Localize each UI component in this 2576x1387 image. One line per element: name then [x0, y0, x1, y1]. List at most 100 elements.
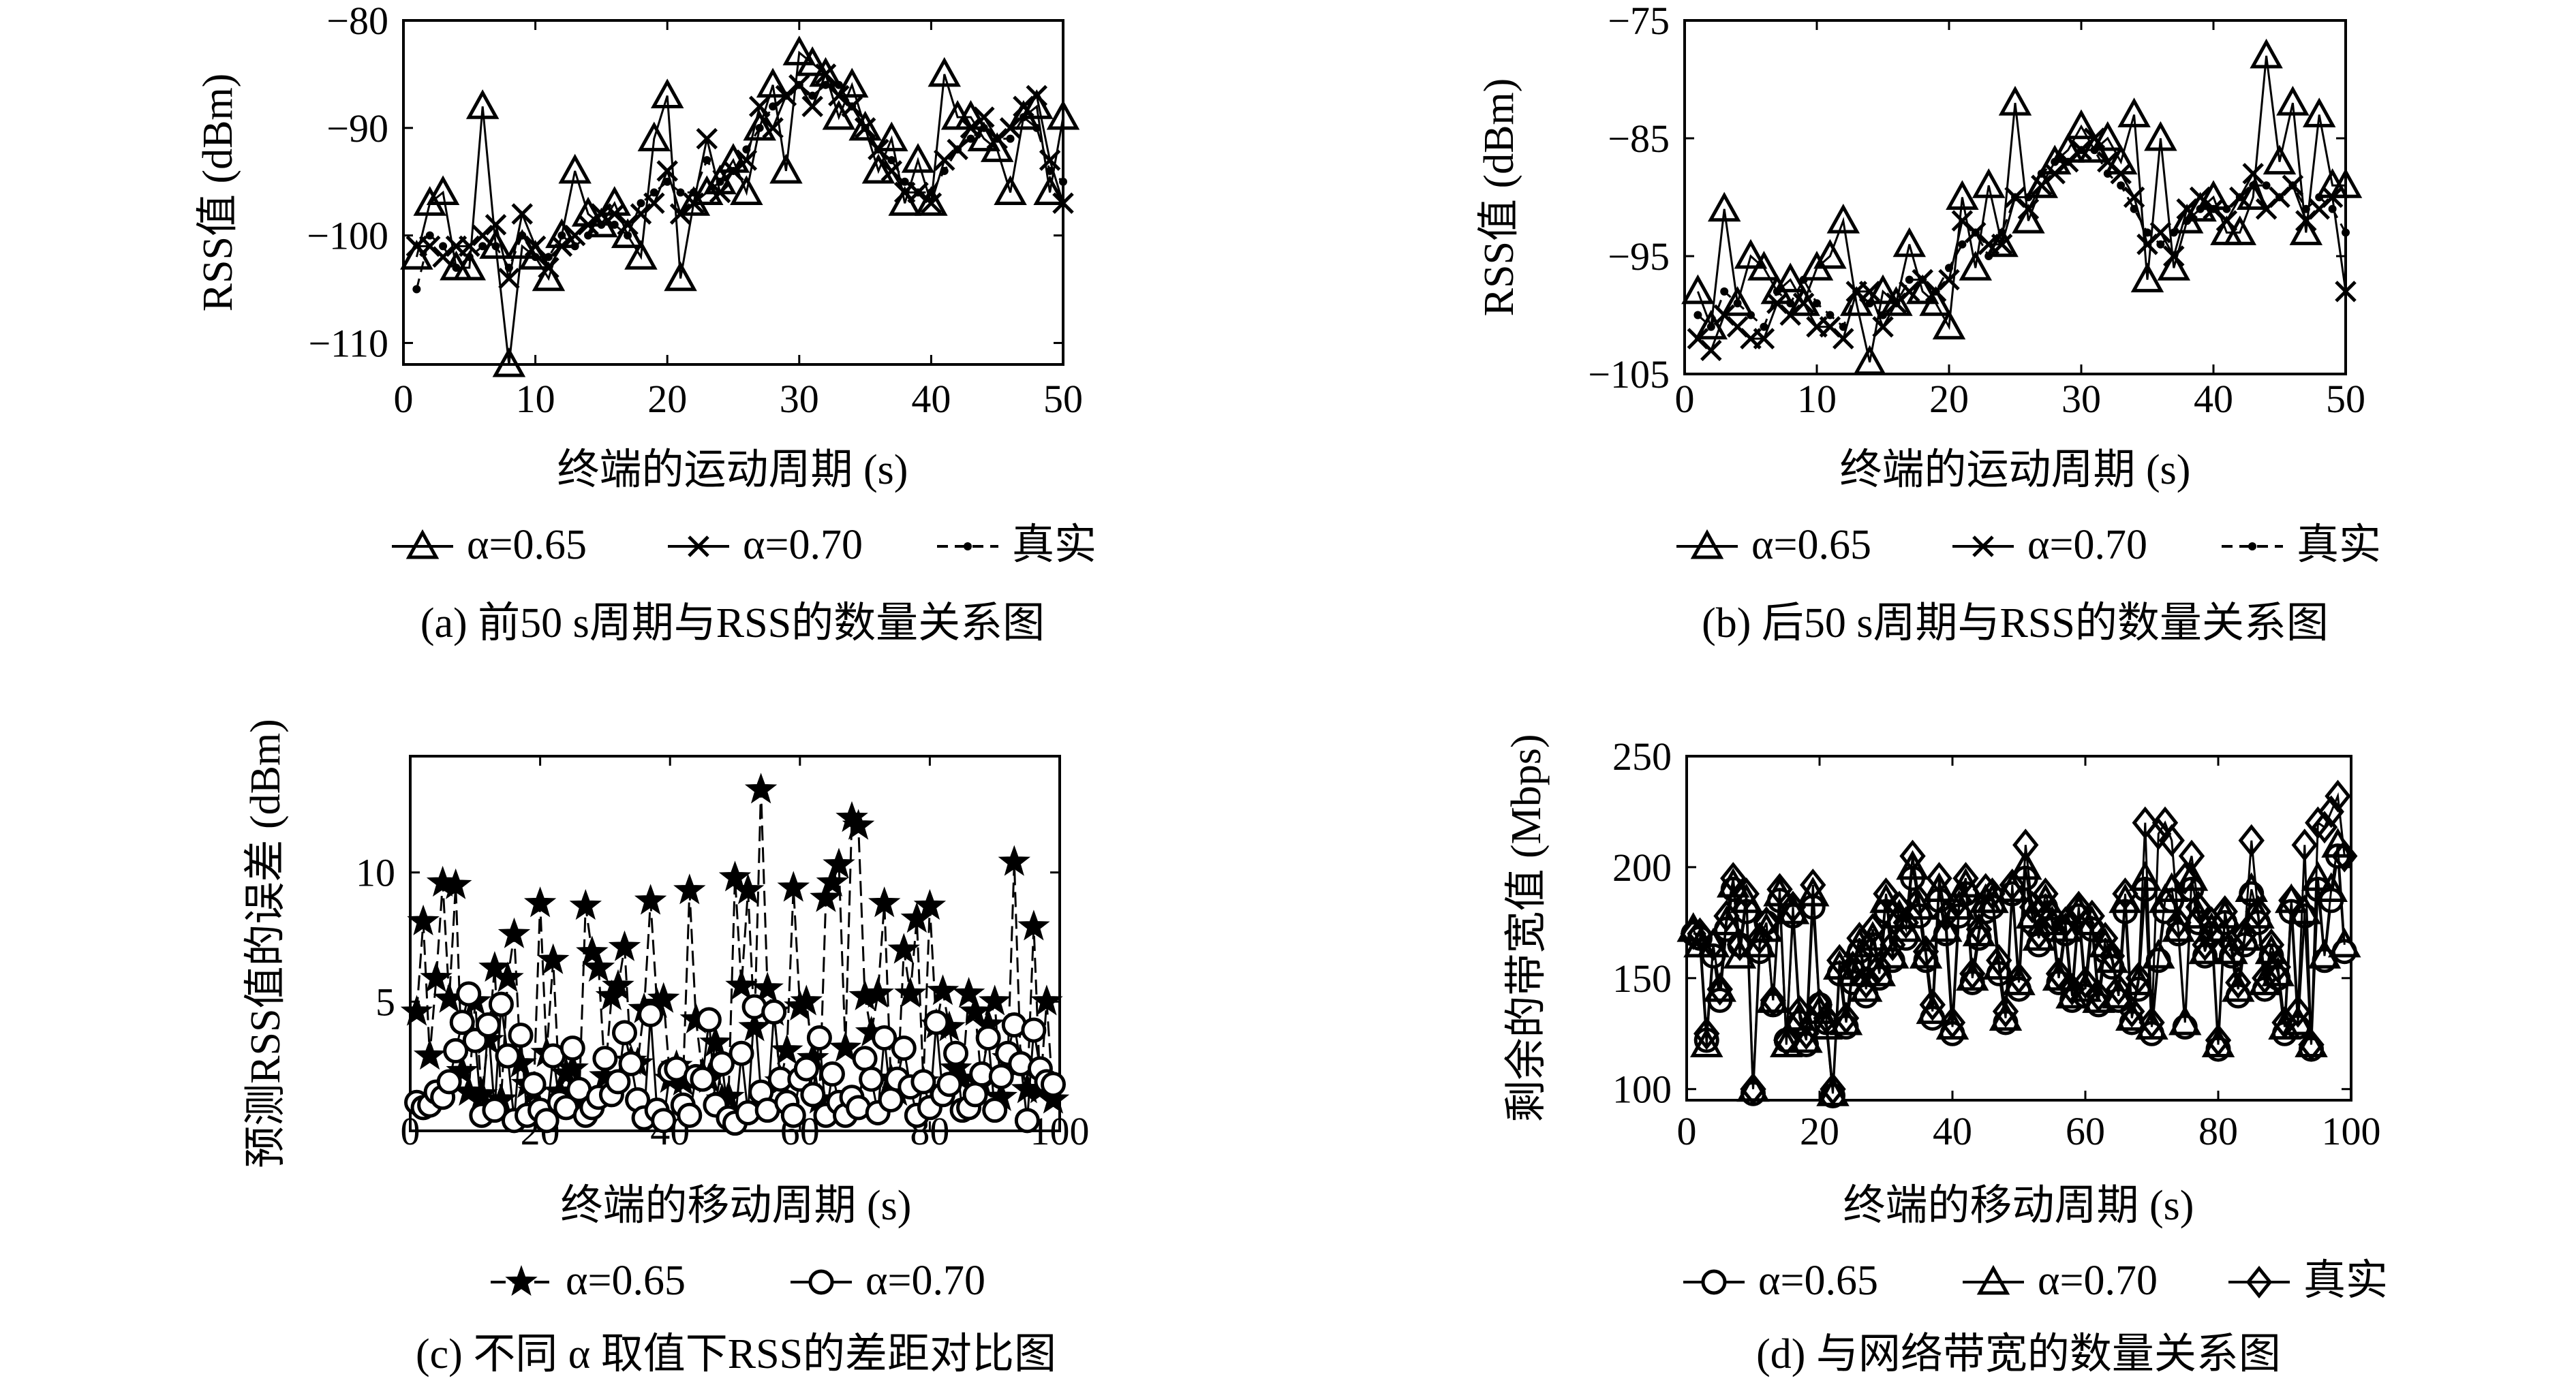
data-point — [459, 235, 480, 258]
data-point — [1998, 85, 2032, 116]
data-point — [790, 984, 823, 1016]
legend-label: α=0.65 — [1758, 1258, 1878, 1304]
data-point — [834, 80, 843, 89]
data-point — [2052, 906, 2079, 939]
legend-marker — [1972, 535, 1994, 557]
data-point — [1733, 299, 1742, 308]
data-point — [2276, 85, 2310, 116]
y-tick-label: 200 — [1612, 845, 1672, 890]
data-point — [2169, 228, 2178, 237]
data-point — [814, 63, 837, 85]
data-point — [2209, 204, 2218, 213]
data-point — [630, 203, 652, 225]
data-point — [603, 203, 626, 225]
data-point — [875, 121, 908, 152]
data-point — [718, 860, 752, 892]
data-point — [570, 242, 579, 251]
data-point — [531, 253, 540, 262]
x-tick-label: 0 — [394, 377, 414, 421]
data-point — [676, 188, 685, 197]
data-point — [2059, 973, 2085, 1006]
data-point — [1713, 899, 1740, 933]
data-point — [2158, 824, 2185, 857]
data-point — [900, 177, 909, 186]
y-tick-label: 5 — [375, 980, 395, 1024]
data-point — [1918, 275, 1927, 284]
y-tick-label: −90 — [326, 106, 388, 151]
data-point — [1687, 917, 1713, 950]
data-point — [1938, 268, 1960, 291]
data-point — [2006, 961, 2032, 995]
data-point — [407, 904, 440, 935]
data-point — [872, 1025, 898, 1050]
data-point — [1045, 166, 1054, 175]
data-point — [1853, 966, 1880, 999]
x-axis-label: 终端的移动周期 (s) — [1843, 1183, 2194, 1229]
data-point — [1700, 928, 1727, 961]
y-axis-label: RSS值 (dBm) — [195, 74, 241, 312]
data-point — [952, 977, 985, 1008]
legend-label: 真实 — [2297, 522, 2381, 568]
data-point — [669, 203, 692, 225]
data-point — [748, 95, 771, 118]
data-point — [755, 123, 764, 132]
data-point — [605, 1069, 631, 1095]
series-0 — [1681, 38, 2363, 375]
data-point — [2009, 850, 2042, 880]
data-point — [673, 873, 706, 905]
data-point — [761, 999, 787, 1025]
data-point — [2103, 169, 2112, 178]
data-point — [2119, 995, 2145, 1028]
data-point — [2263, 144, 2297, 175]
data-point — [498, 267, 520, 290]
data-point — [769, 153, 803, 184]
data-point — [2281, 1005, 2315, 1035]
data-point — [2011, 193, 2019, 202]
data-point — [2342, 228, 2350, 237]
data-point — [2077, 146, 2085, 155]
data-point — [709, 1050, 735, 1076]
data-point — [584, 231, 593, 240]
data-point — [1740, 1072, 1766, 1106]
data-point — [456, 981, 482, 1007]
data-point — [782, 91, 791, 100]
data-point — [1991, 233, 2013, 255]
data-point — [744, 773, 778, 804]
data-point — [2143, 228, 2151, 237]
data-point — [1876, 939, 1910, 969]
data-point — [1046, 99, 1080, 130]
data-point — [1992, 995, 2019, 1028]
data-point — [1747, 311, 1755, 320]
data-point — [959, 995, 992, 1026]
data-point — [933, 149, 955, 171]
data-point — [1833, 328, 1854, 349]
data-point — [1892, 906, 1919, 939]
data-point — [2012, 203, 2045, 234]
legend-marker — [2245, 1265, 2273, 1299]
data-point — [2335, 281, 2357, 302]
data-point — [878, 1087, 904, 1112]
data-point — [582, 951, 615, 982]
legend-label: 真实 — [2303, 1258, 2388, 1304]
data-point — [1017, 909, 1050, 941]
data-point — [2238, 824, 2265, 857]
data-point — [1905, 275, 1914, 284]
data-point — [915, 186, 948, 216]
data-point — [1033, 175, 1067, 205]
legend-label: α=0.65 — [467, 522, 587, 568]
data-point — [696, 1007, 722, 1033]
data-point — [2325, 779, 2351, 813]
data-point — [683, 192, 705, 215]
data-point — [1753, 906, 1780, 939]
legend-marker — [1701, 1269, 1727, 1295]
data-point — [479, 229, 512, 259]
data-point — [524, 235, 547, 258]
data-point — [1933, 899, 1959, 933]
data-point — [1766, 873, 1793, 906]
data-point — [1020, 89, 1054, 119]
data-point — [508, 1023, 534, 1048]
data-point — [2258, 928, 2285, 961]
data-point — [400, 995, 433, 1026]
data-point — [608, 930, 641, 961]
